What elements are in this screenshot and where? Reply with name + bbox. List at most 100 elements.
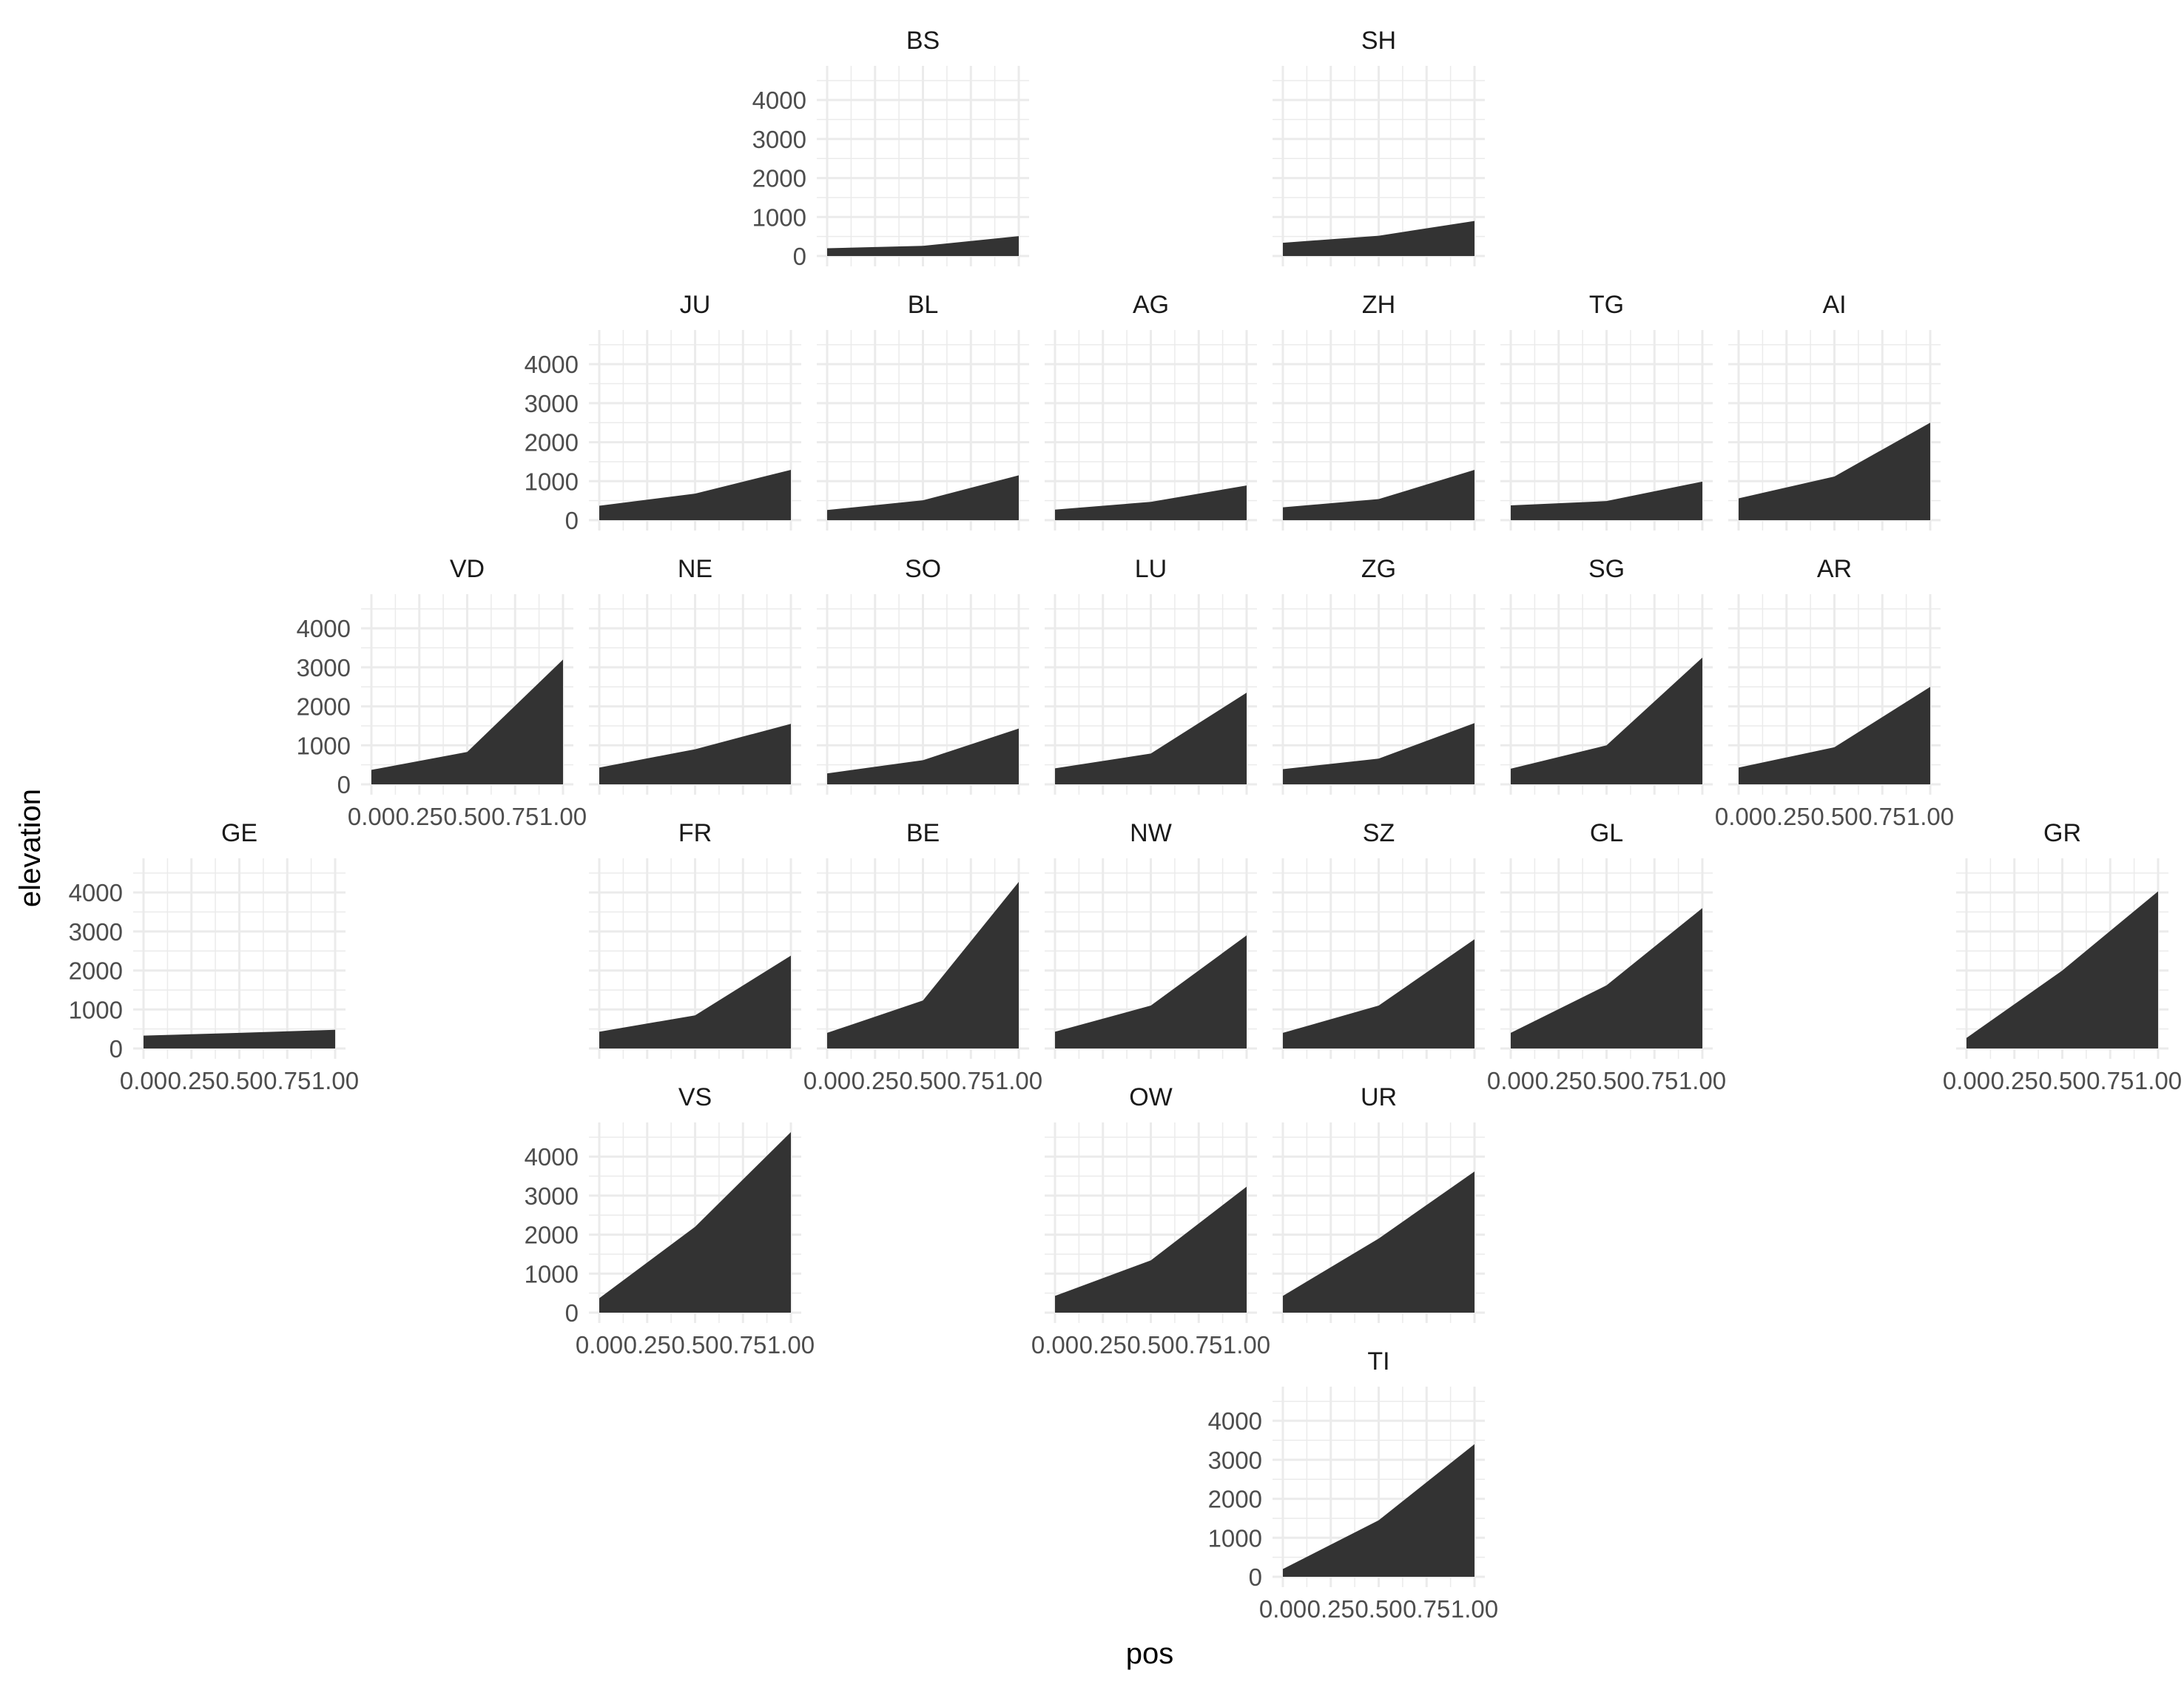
x-tick-label: 0.00 [803,1067,851,1094]
facet-panel-ti: TI 0 1000 2000 3000 4000 0.00 0.25 0.50 0.75 1.00 [1208,1347,1499,1623]
facet-panel-so: SO [817,555,1029,795]
x-tick-label: 1.00 [1907,803,1954,830]
x-axis-title: pos [1126,1637,1174,1670]
y-tick-label: 3000 [525,390,579,417]
facet-panel-ow: OW 0.00 0.25 0.50 0.75 1.00 [1031,1083,1270,1359]
elevation-area [1283,1444,1474,1577]
x-tick-label: 1.00 [2134,1067,2182,1094]
facet-panel-bl: BL [817,291,1029,531]
facet-title: BE [906,819,940,847]
facet-title: SH [1361,27,1396,55]
x-tick-label: 0.75 [947,1067,994,1094]
elevation-area [1055,485,1247,520]
x-tick-label: 0.50 [1127,1331,1174,1359]
elevation-area [1055,693,1247,784]
facet-title: JU [680,291,711,319]
y-tick-label: 2000 [752,165,806,192]
elevation-area [1283,1171,1474,1313]
elevation-area [827,475,1019,520]
x-tick-label: 0.00 [1943,1067,1990,1094]
elevation-area [1739,687,1930,784]
facet-title: UR [1361,1083,1397,1111]
x-tick-label: 0.25 [168,1067,215,1094]
y-tick-label: 2000 [69,957,123,985]
x-tick-label: 0.25 [1079,1331,1127,1359]
facet-title: TG [1589,291,1624,319]
x-tick-label: 1.00 [1451,1595,1498,1623]
y-tick-label: 1000 [525,1260,579,1287]
facet-title: SZ [1363,819,1395,847]
facet-panel-fr: FR [589,819,801,1059]
facet-title: OW [1129,1083,1173,1111]
x-tick-label: 0.75 [1175,1331,1222,1359]
facet-panel-sz: SZ [1273,819,1485,1059]
y-tick-label: 3000 [752,126,806,153]
facet-panel-zh: ZH [1273,291,1485,531]
facet-panel-sg: SG [1500,555,1713,795]
elevation-area [599,1131,791,1313]
facet-title: BL [908,291,939,319]
x-tick-label: 0.75 [1403,1595,1450,1623]
y-tick-label: 4000 [297,615,351,642]
elevation-area [827,881,1019,1048]
x-tick-label: 0.25 [1763,803,1810,830]
elevation-area [1283,470,1474,520]
facet-panel-ai: AI [1728,291,1941,531]
facet-title: AG [1133,291,1169,319]
x-tick-label: 0.25 [1535,1067,1583,1094]
y-tick-label: 2000 [297,693,351,721]
facet-panel-gr: GR 0.00 0.25 0.50 0.75 1.00 [1943,819,2182,1094]
elevation-area [1511,657,1702,784]
y-tick-label: 0 [793,243,806,270]
x-tick-label: 0.00 [120,1067,167,1094]
x-tick-label: 0.75 [1858,803,1906,830]
facet-title: SG [1588,555,1625,583]
x-tick-label: 0.50 [1810,803,1858,830]
y-tick-label: 0 [109,1035,123,1063]
y-tick-label: 3000 [297,654,351,681]
x-tick-label: 0.00 [576,1331,623,1359]
facet-title: AI [1822,291,1846,319]
x-tick-label: 1.00 [539,803,587,830]
x-tick-label: 1.00 [1679,1067,1726,1094]
facet-panel-nw: NW [1045,819,1257,1059]
facet-title: AR [1817,555,1852,583]
facet-title: VS [678,1083,712,1111]
facet-title: VD [450,555,485,583]
x-tick-label: 0.25 [1307,1595,1355,1623]
elevation-area [1739,422,1930,520]
y-tick-label: 1000 [525,468,579,495]
elevation-area [1283,939,1474,1048]
x-tick-label: 0.50 [1355,1595,1402,1623]
y-tick-label: 1000 [297,732,351,759]
facet-panel-ag: AG [1045,291,1257,531]
y-tick-label: 1000 [752,203,806,231]
elevation-area [1283,723,1474,784]
y-tick-label: 4000 [752,87,806,114]
x-tick-label: 1.00 [1223,1331,1270,1359]
x-tick-label: 1.00 [767,1331,815,1359]
facet-panel-vd: VD 0 1000 2000 3000 4000 0.00 0.25 0.50 0.75 1.00 [297,555,587,830]
facet-panel-be: BE 0.00 0.25 0.50 0.75 1.00 [803,819,1042,1094]
x-tick-label: 0.50 [443,803,491,830]
facet-panel-ge: GE 0 1000 2000 3000 4000 0.00 0.25 0.50 0.75 1.00 [69,819,360,1094]
y-tick-label: 4000 [525,1143,579,1171]
y-tick-label: 0 [1249,1563,1262,1591]
facet-panel-bs: BS 0 1000 2000 3000 4000 [752,27,1029,270]
elevation-area [1283,220,1474,256]
y-tick-label: 1000 [1208,1524,1262,1552]
y-tick-label: 0 [565,507,579,534]
x-tick-label: 1.00 [311,1067,359,1094]
y-tick-label: 4000 [1208,1407,1262,1435]
y-tick-label: 3000 [525,1182,579,1210]
facet-panel-ur: UR [1273,1083,1485,1323]
y-tick-label: 2000 [1208,1486,1262,1513]
facet-title: BS [906,27,940,55]
facet-title: FR [678,819,712,847]
facet-title: ZH [1362,291,1395,319]
x-tick-label: 1.00 [995,1067,1042,1094]
elevation-area [1055,1186,1247,1313]
x-tick-label: 0.25 [852,1067,899,1094]
x-tick-label: 0.50 [1583,1067,1630,1094]
y-tick-label: 4000 [69,879,123,906]
